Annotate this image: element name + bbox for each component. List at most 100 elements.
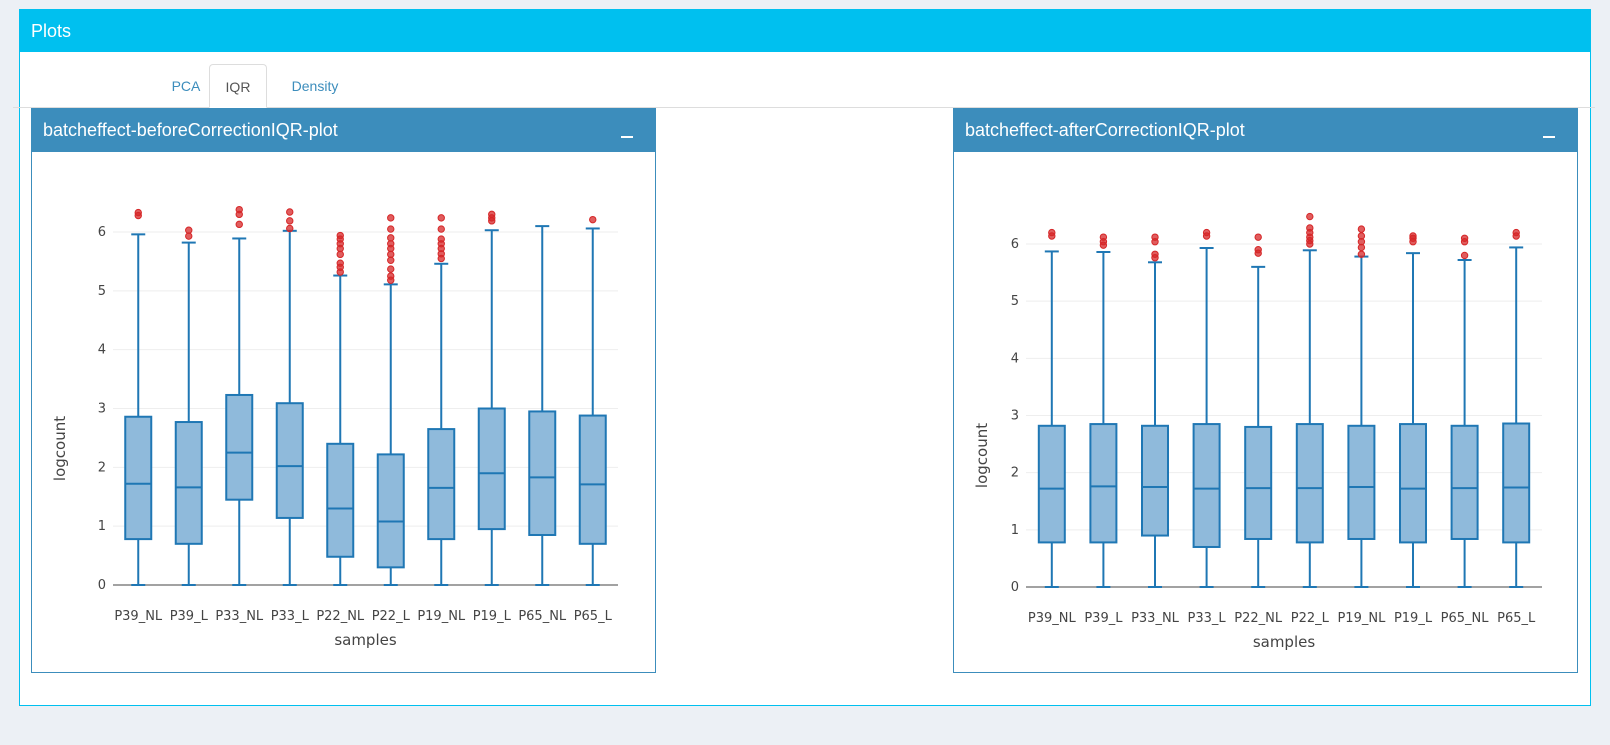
tab-pca[interactable]: PCA [171, 78, 201, 94]
plot-tabs: PCA IQR Density [13, 54, 1610, 108]
y-tick-label: 6 [98, 225, 106, 240]
outlier-point [336, 231, 344, 240]
box-P33_NL [1141, 233, 1169, 588]
box-P22_NL [1244, 233, 1273, 588]
outlier-point [437, 214, 445, 222]
plots-box-title: Plots [31, 21, 72, 41]
outlier-point [1306, 224, 1314, 232]
box-P39_NL [124, 208, 153, 586]
before-correction-panel: batcheffect-beforeCorrectionIQR-plot 0 1 2… [31, 108, 656, 673]
box-P39_L [174, 226, 203, 586]
outlier-point [336, 259, 344, 267]
box-P22_NL [326, 231, 355, 586]
iqr-box [376, 453, 405, 569]
y-tick-label: 4 [98, 343, 106, 358]
iqr-box [1244, 425, 1273, 540]
iqr-box [1502, 422, 1531, 544]
box-P19_L [477, 210, 506, 586]
outlier-point [134, 208, 142, 217]
x-tick-label: P19_NL [417, 609, 466, 624]
outlier-point [437, 235, 445, 243]
x-axis-title: samples [334, 631, 397, 649]
iqr-box [1192, 423, 1221, 548]
outlier-point [437, 225, 445, 233]
box-P19_NL [427, 214, 456, 586]
after-correction-boxplot: 0 1 2 3 4 5 6 P39_NL P39_L P33_NL P33_L P22_NL P22_L… [973, 212, 1542, 651]
outlier-point [1202, 228, 1211, 237]
x-tick-label: P33_NL [1131, 611, 1180, 626]
iqr-box [528, 410, 557, 536]
x-tick-label: P19_L [1394, 611, 1433, 626]
outlier-point [1306, 212, 1314, 221]
iqr-box [1399, 423, 1427, 544]
outlier-point [387, 272, 395, 280]
tab-density[interactable]: Density [291, 78, 339, 94]
iqr-box [1089, 423, 1118, 544]
before-correction-panel-title: batcheffect-beforeCorrectionIQR-plot [43, 120, 338, 140]
x-tick-label: P39_NL [1028, 611, 1077, 626]
outlier-point [1357, 250, 1366, 258]
outlier-point [1357, 232, 1366, 240]
outlier-point [387, 265, 395, 273]
x-tick-label: P22_L [1291, 611, 1330, 626]
outlier-point [286, 217, 294, 225]
iqr-box [1295, 423, 1324, 544]
box-P65_L [1502, 228, 1531, 588]
minus-icon[interactable] [621, 136, 633, 138]
x-tick-label: P65_L [574, 609, 613, 624]
outlier-point [387, 234, 395, 242]
y-tick-label: 3 [98, 402, 106, 417]
outlier-point [1460, 251, 1469, 260]
box-P65_NL [528, 225, 557, 586]
outlier-point [235, 220, 243, 229]
y-tick-label: 2 [1011, 466, 1019, 481]
after-correction-panel: batcheffect-afterCorrectionIQR-plot 0 1 2 3… [953, 108, 1578, 673]
x-tick-label: P22_NL [1234, 611, 1283, 626]
outlier-point [488, 210, 496, 219]
x-tick-label: P65_L [1497, 611, 1536, 626]
x-tick-label: P39_NL [114, 609, 163, 624]
tab-divider [13, 107, 1595, 108]
iqr-box [1347, 424, 1376, 540]
x-tick-label: P33_L [271, 609, 310, 624]
before-correction-boxplot: 0 1 2 3 4 5 6 P39_NL P39_L P33_NL P33_L P22_NL P22_L… [51, 205, 618, 649]
box-P39_L [1089, 233, 1118, 588]
iqr-box [174, 421, 203, 545]
outlier-point [1048, 228, 1056, 237]
x-tick-label: P39_L [170, 609, 209, 624]
x-tick-label: P22_L [372, 609, 411, 624]
outlier-point [1099, 233, 1108, 241]
x-tick-label: P19_L [473, 609, 512, 624]
after-correction-panel-title: batcheffect-afterCorrectionIQR-plot [965, 120, 1245, 140]
x-tick-label: P33_L [1188, 611, 1227, 626]
outlier-point [1409, 232, 1417, 240]
iqr-box [124, 415, 153, 541]
iqr-box [1141, 424, 1169, 537]
outlier-point [1254, 246, 1262, 254]
y-tick-label: 6 [1011, 237, 1019, 252]
x-tick-label: P22_NL [316, 609, 365, 624]
outlier-point [1254, 233, 1262, 241]
box-P39_NL [1037, 228, 1066, 588]
outlier-point [286, 224, 294, 233]
y-tick-label: 5 [98, 284, 106, 299]
box-P65_L [578, 215, 607, 586]
box-P33_NL [225, 205, 254, 586]
iqr-box [326, 442, 355, 558]
tab-iqr[interactable]: IQR [209, 64, 267, 108]
outlier-point [589, 215, 597, 224]
after-correction-panel-header: batcheffect-afterCorrectionIQR-plot [954, 109, 1577, 152]
y-axis-title: logcount [973, 423, 991, 488]
box-P22_L [1295, 212, 1324, 588]
iqr-box [427, 428, 456, 541]
plots-box-header: Plots [20, 10, 1590, 52]
minus-icon[interactable] [1543, 136, 1555, 138]
y-tick-label: 0 [1011, 580, 1019, 595]
x-tick-label: P33_NL [215, 609, 264, 624]
box-P33_L [275, 208, 304, 586]
iqr-box [578, 414, 607, 545]
x-tick-label: P65_NL [518, 609, 567, 624]
iqr-box [1450, 424, 1479, 540]
outlier-point [1151, 233, 1159, 241]
y-axis-title: logcount [51, 416, 69, 481]
